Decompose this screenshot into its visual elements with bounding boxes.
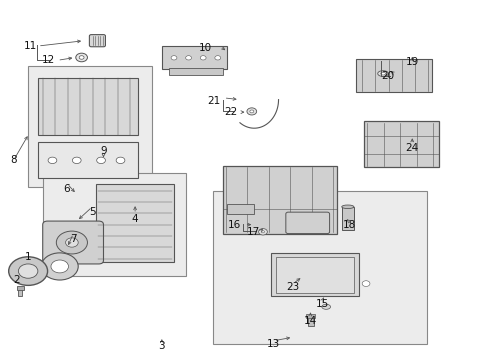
Text: 8: 8	[10, 156, 17, 165]
Ellipse shape	[321, 304, 330, 309]
Ellipse shape	[377, 71, 387, 76]
Circle shape	[65, 238, 78, 247]
Circle shape	[41, 253, 78, 280]
FancyBboxPatch shape	[285, 212, 329, 234]
Text: 16: 16	[228, 220, 241, 230]
Circle shape	[19, 264, 38, 278]
Text: 12: 12	[41, 55, 55, 65]
Bar	[227, 204, 254, 214]
Text: 10: 10	[199, 43, 212, 53]
Bar	[222, 166, 336, 234]
Text: 21: 21	[207, 96, 220, 107]
Bar	[169, 68, 222, 75]
Text: 7: 7	[70, 234, 77, 244]
Text: 23: 23	[286, 282, 299, 292]
Text: 6: 6	[63, 184, 70, 194]
Text: 20: 20	[381, 71, 394, 81]
Circle shape	[79, 56, 84, 59]
Circle shape	[249, 110, 253, 113]
Circle shape	[362, 281, 369, 287]
Circle shape	[97, 157, 105, 163]
Bar	[19, 288, 22, 296]
Bar	[356, 59, 431, 93]
Ellipse shape	[341, 205, 353, 208]
Ellipse shape	[380, 72, 385, 75]
Circle shape	[171, 56, 177, 60]
Text: 11: 11	[24, 41, 37, 51]
Circle shape	[72, 157, 81, 163]
Circle shape	[185, 56, 191, 60]
Text: 19: 19	[405, 57, 418, 67]
Text: 5: 5	[89, 207, 96, 217]
Bar	[17, 287, 24, 290]
Text: 13: 13	[266, 339, 280, 349]
Bar	[42, 173, 186, 276]
Text: 9: 9	[100, 147, 106, 157]
Text: 22: 22	[224, 107, 238, 117]
Text: 4: 4	[132, 214, 138, 224]
Bar	[363, 121, 438, 167]
Circle shape	[261, 231, 264, 233]
Circle shape	[76, 53, 87, 62]
Text: 15: 15	[315, 299, 328, 309]
Bar	[38, 78, 137, 135]
Bar	[212, 191, 426, 344]
Bar	[28, 66, 152, 187]
Circle shape	[200, 56, 205, 60]
Bar	[162, 46, 227, 69]
Circle shape	[9, 257, 47, 285]
Text: 14: 14	[303, 316, 316, 326]
Text: 17: 17	[246, 227, 259, 237]
FancyBboxPatch shape	[42, 221, 103, 264]
Text: 3: 3	[158, 341, 165, 351]
Text: 2: 2	[14, 275, 20, 285]
Bar	[38, 143, 137, 178]
Text: 1: 1	[25, 252, 31, 262]
Bar	[271, 253, 358, 296]
Circle shape	[116, 157, 124, 163]
Bar	[276, 257, 353, 293]
Circle shape	[246, 108, 256, 115]
Bar	[307, 316, 313, 327]
Circle shape	[258, 229, 267, 235]
Circle shape	[214, 56, 220, 60]
Bar	[305, 314, 315, 318]
Circle shape	[48, 157, 57, 163]
FancyBboxPatch shape	[89, 35, 105, 47]
Text: 24: 24	[405, 143, 418, 153]
Text: 18: 18	[342, 220, 355, 230]
Bar	[341, 207, 353, 230]
Circle shape	[56, 231, 87, 254]
Bar	[96, 184, 174, 262]
Circle shape	[51, 260, 68, 273]
